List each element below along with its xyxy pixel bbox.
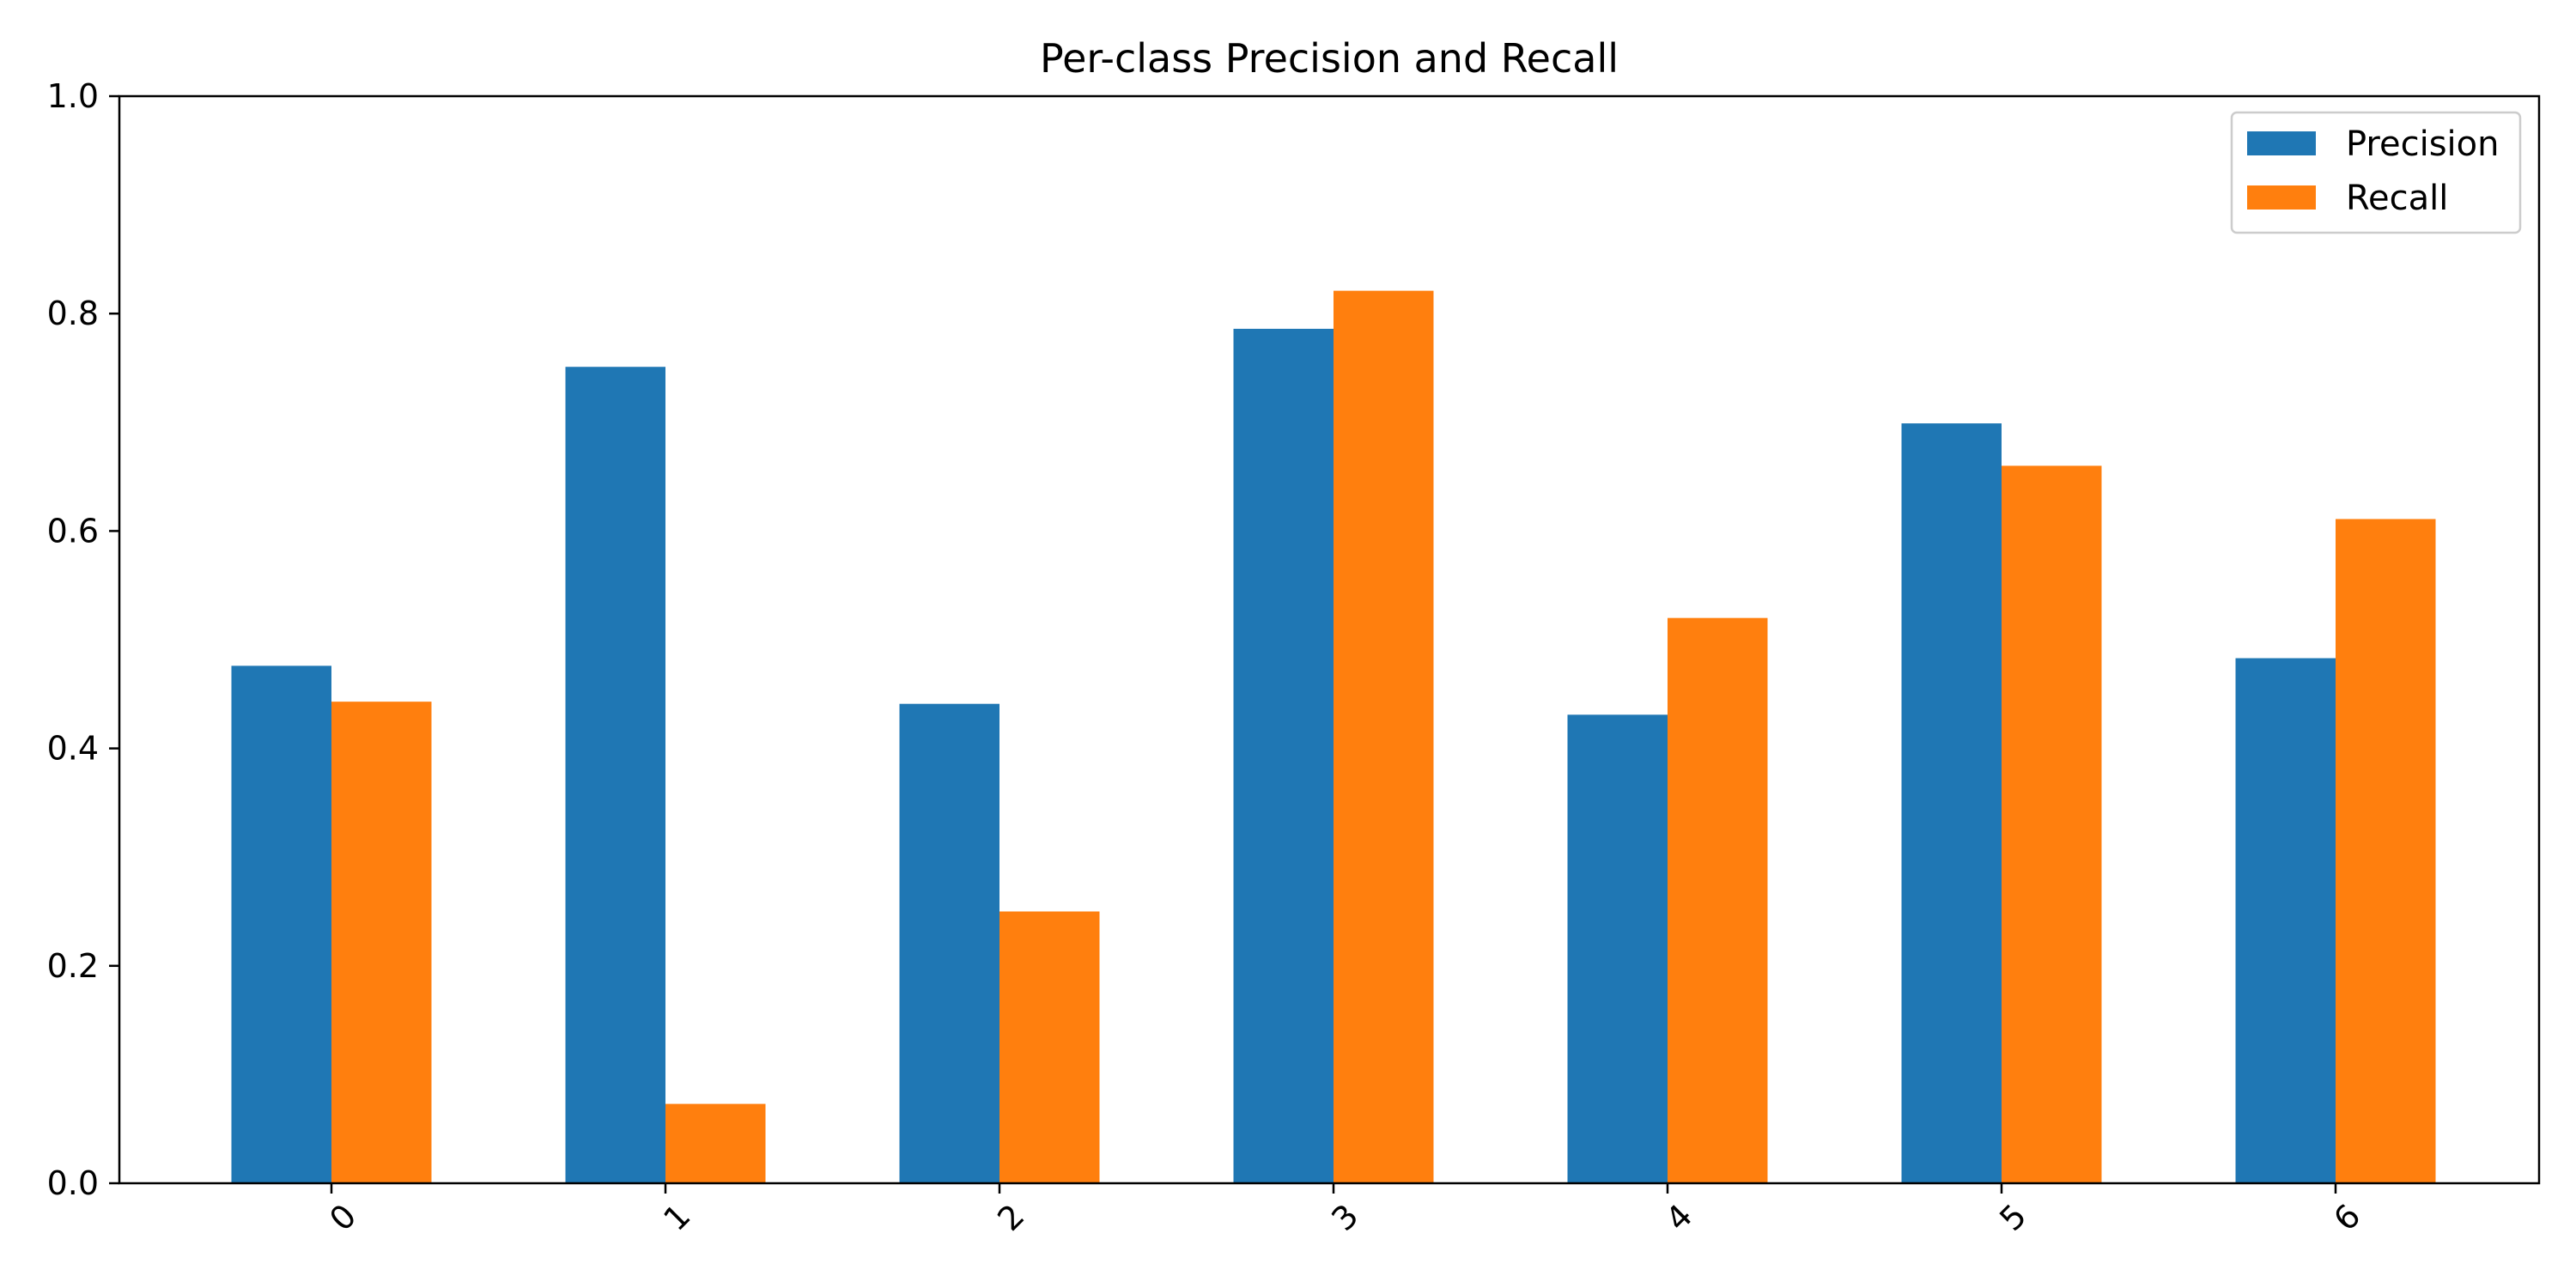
legend-label-precision: Precision xyxy=(2346,125,2499,164)
legend-swatch-precision xyxy=(2247,131,2316,155)
y-tick-label: 1.0 xyxy=(47,77,99,115)
bar-precision-class-1 xyxy=(565,367,665,1183)
bar-precision-class-4 xyxy=(1567,714,1668,1183)
bar-precision-class-0 xyxy=(231,665,331,1183)
chart-title: Per-class Precision and Recall xyxy=(1040,35,1619,82)
bar-recall-class-3 xyxy=(1334,290,1434,1183)
y-tick-label: 0.6 xyxy=(47,512,99,550)
bar-recall-class-5 xyxy=(2002,465,2102,1183)
bar-precision-class-6 xyxy=(2235,658,2336,1183)
bar-recall-class-0 xyxy=(331,702,432,1183)
bar-precision-class-3 xyxy=(1233,328,1334,1183)
bars-group xyxy=(231,290,2436,1183)
bar-precision-class-2 xyxy=(899,703,999,1183)
y-tick-label: 0.2 xyxy=(47,947,99,985)
plot-frame xyxy=(118,94,2541,1185)
y-tick-label: 0.4 xyxy=(47,730,99,768)
bar-recall-class-6 xyxy=(2336,519,2436,1183)
legend-label-recall: Recall xyxy=(2346,179,2448,218)
bar-recall-class-2 xyxy=(999,911,1100,1183)
bar-precision-class-5 xyxy=(1901,423,2002,1183)
y-tick-label: 0.8 xyxy=(47,295,99,332)
y-tick-label: 0.0 xyxy=(47,1164,99,1202)
y-axis: 0.0 0.2 0.4 0.6 0.8 1.0 xyxy=(47,77,119,1202)
bar-recall-class-4 xyxy=(1668,617,1768,1183)
legend-swatch-recall xyxy=(2247,185,2316,210)
bar-recall-class-1 xyxy=(665,1103,766,1183)
legend: Precision Recall xyxy=(2230,111,2522,234)
